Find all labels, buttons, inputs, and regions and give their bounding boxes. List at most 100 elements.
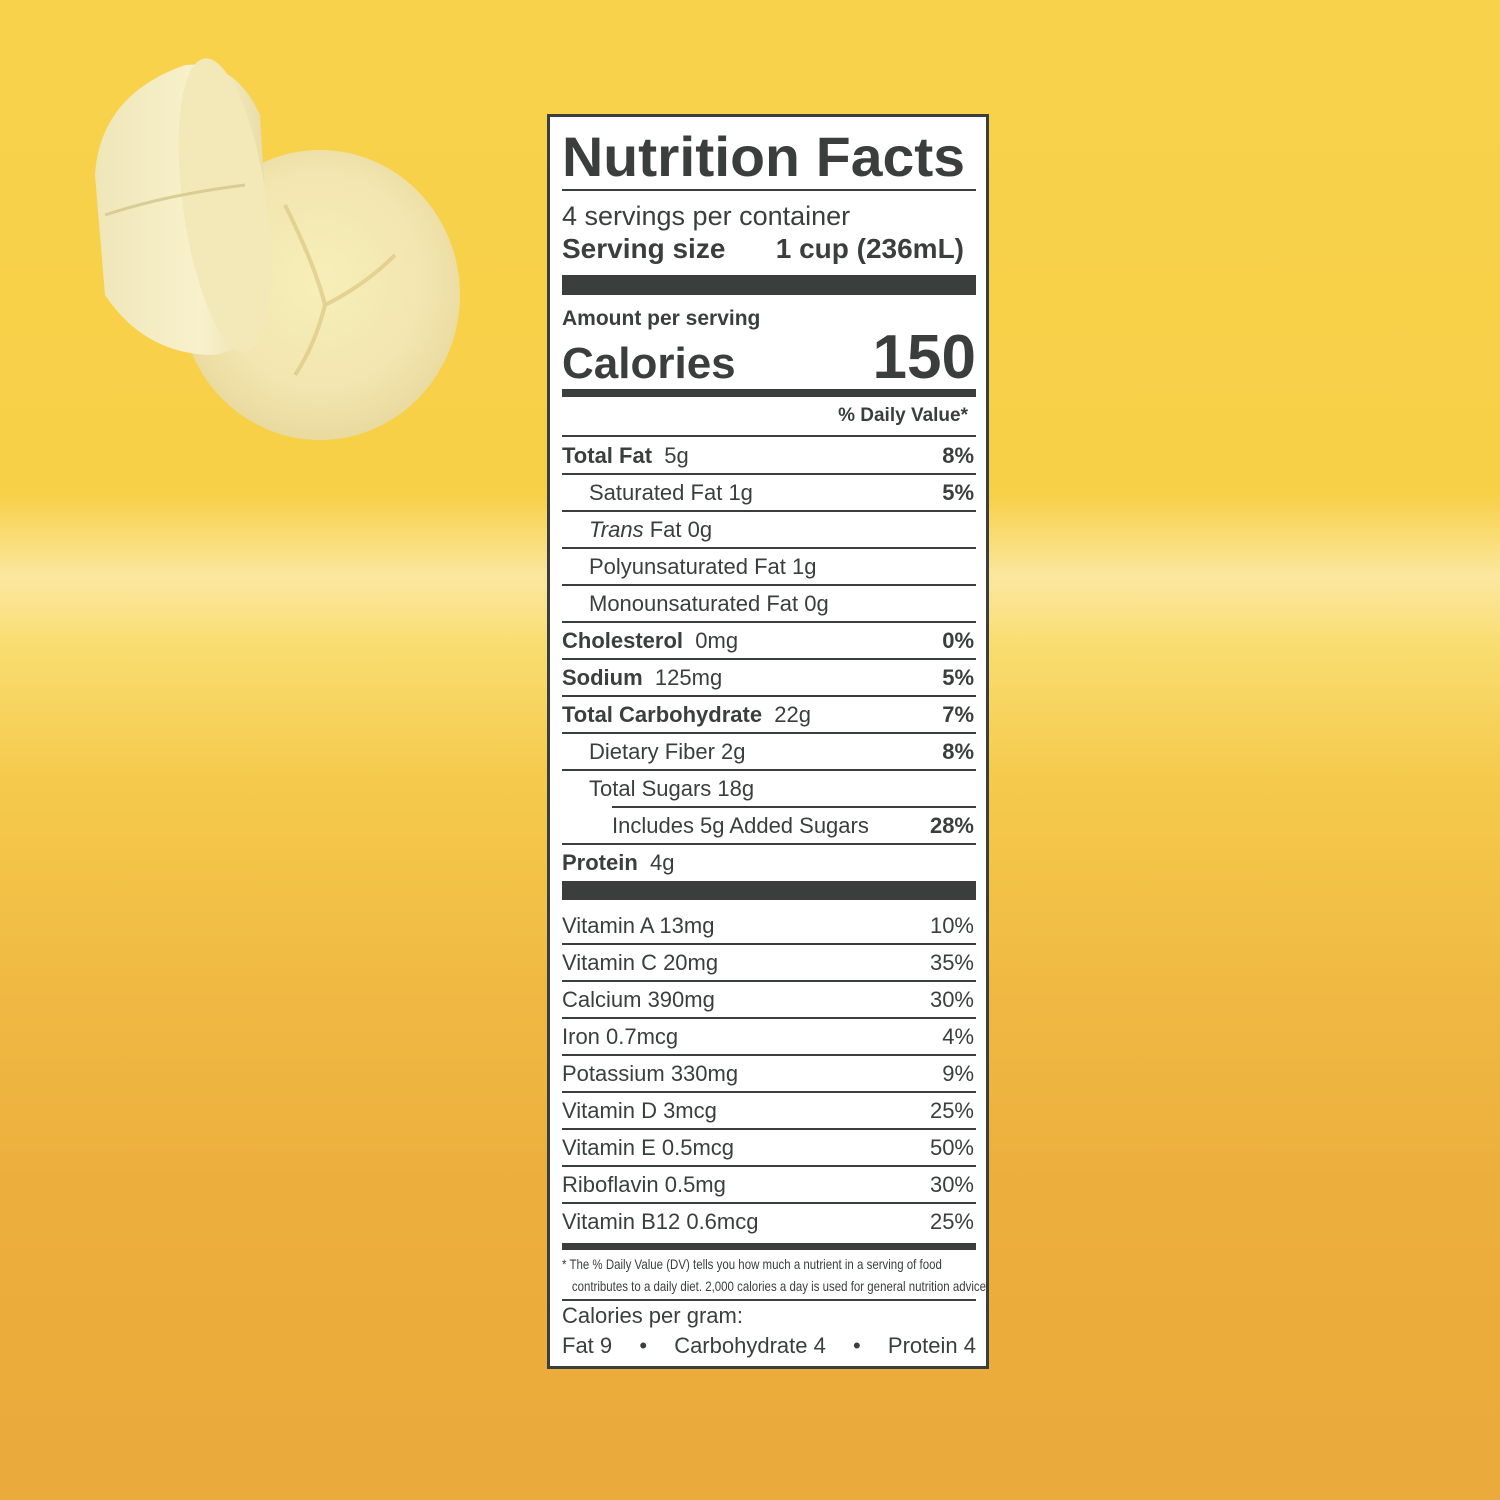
nutrient-name: Includes 5g Added Sugars bbox=[612, 812, 869, 838]
nutrient-amount: 18g bbox=[717, 775, 755, 801]
nutrient-name: Total Fat bbox=[562, 442, 653, 468]
nutrient-daily-value: 28% bbox=[929, 812, 974, 838]
medium-divider bbox=[562, 1243, 976, 1250]
nutrient-label: Sodium 125mg bbox=[562, 665, 722, 691]
nutrient-amount: 1g bbox=[728, 479, 753, 505]
divider bbox=[562, 473, 976, 475]
vitamin-row: Riboflavin 0.5mg 30% bbox=[562, 1166, 976, 1203]
nutrient-label: Total Carbohydrate 22g bbox=[562, 702, 811, 728]
carb-per-gram: Carbohydrate 4 bbox=[674, 1333, 826, 1358]
calories-row: Calories 150 bbox=[562, 327, 976, 389]
divider bbox=[562, 732, 976, 734]
vitamin-daily-value: 35% bbox=[929, 949, 974, 975]
nutrient-row: Dietary Fiber 2g 8% bbox=[562, 733, 976, 770]
divider bbox=[562, 510, 976, 512]
nutrient-label: Saturated Fat 1g bbox=[562, 480, 753, 506]
vitamin-name: Vitamin B12 0.6mcg bbox=[562, 1208, 759, 1234]
nutrient-row: Total Fat 5g 8% bbox=[562, 437, 976, 474]
divider bbox=[562, 1202, 976, 1204]
protein-per-gram: Protein 4 bbox=[887, 1333, 976, 1358]
divider bbox=[562, 943, 976, 945]
divider bbox=[562, 1054, 976, 1056]
nutrient-label: Total Fat 5g bbox=[562, 443, 689, 469]
nutrient-amount: 22g bbox=[774, 701, 812, 727]
divider bbox=[562, 584, 976, 586]
vitamin-name: Iron 0.7mcg bbox=[562, 1023, 679, 1049]
vitamin-row: Vitamin E 0.5mcg 50% bbox=[562, 1129, 976, 1166]
nutrient-name: Trans bbox=[589, 516, 644, 542]
nutrient-row: Total Carbohydrate 22g 7% bbox=[562, 696, 976, 733]
divider bbox=[562, 843, 976, 845]
nutrient-amount: 0mg bbox=[695, 627, 739, 653]
vitamin-row: Calcium 390mg 30% bbox=[562, 981, 976, 1018]
divider bbox=[562, 1165, 976, 1167]
nutrient-row: Protein 4g bbox=[562, 844, 976, 881]
vitamin-daily-value: 4% bbox=[942, 1023, 974, 1049]
servings-per-container: 4 servings per container bbox=[562, 201, 851, 231]
divider bbox=[562, 1299, 976, 1301]
daily-value-header: % Daily Value* bbox=[838, 405, 968, 426]
nutrient-row: Sodium 125mg 5% bbox=[562, 659, 976, 696]
nutrient-name: Monounsaturated Fat bbox=[589, 590, 799, 616]
vitamin-name: Calcium 390mg bbox=[562, 986, 715, 1012]
nutrient-label: Trans Fat 0g bbox=[562, 517, 712, 543]
vitamin-name: Potassium 330mg bbox=[562, 1060, 739, 1086]
nutrient-name: Sodium bbox=[562, 664, 643, 690]
vitamin-name: Vitamin A 13mg bbox=[562, 912, 715, 938]
vitamin-name: Vitamin D 3mcg bbox=[562, 1097, 717, 1123]
label-title: Nutrition Facts bbox=[562, 125, 966, 188]
nutrient-name: Saturated Fat bbox=[589, 479, 723, 505]
vitamin-name: Riboflavin 0.5mg bbox=[562, 1171, 726, 1197]
separator-dot: • bbox=[853, 1333, 861, 1358]
divider bbox=[612, 806, 976, 808]
calories-per-gram-values: Fat 9 • Carbohydrate 4 • Protein 4 bbox=[562, 1333, 976, 1359]
vitamin-row: Vitamin C 20mg 35% bbox=[562, 944, 976, 981]
vitamin-row: Vitamin A 13mg 10% bbox=[562, 907, 976, 944]
nutrient-label: Includes 5g Added Sugars bbox=[562, 813, 869, 839]
amount-per-serving: Amount per serving bbox=[562, 307, 761, 330]
nutrient-row: Total Sugars 18g bbox=[562, 770, 976, 807]
nutrient-label: Protein 4g bbox=[562, 850, 675, 876]
vitamin-row: Iron 0.7mcg 4% bbox=[562, 1018, 976, 1055]
divider bbox=[562, 980, 976, 982]
nutrient-name-suffix: Fat bbox=[649, 516, 682, 542]
nutrient-daily-value: 0% bbox=[942, 627, 974, 653]
nutrient-amount: 125mg bbox=[654, 664, 723, 690]
nutrient-daily-value: 8% bbox=[942, 738, 974, 764]
nutrient-name: Polyunsaturated Fat bbox=[589, 553, 786, 579]
nutrient-label: Cholesterol 0mg bbox=[562, 628, 738, 654]
nutrient-label: Monounsaturated Fat 0g bbox=[562, 591, 829, 617]
vitamin-daily-value: 10% bbox=[929, 912, 974, 938]
divider bbox=[562, 189, 976, 191]
nutrient-label: Total Sugars 18g bbox=[562, 776, 754, 802]
nutrient-label: Polyunsaturated Fat 1g bbox=[562, 554, 817, 580]
divider bbox=[562, 547, 976, 549]
nutrient-row: Cholesterol 0mg 0% bbox=[562, 622, 976, 659]
nutrient-amount: 5g bbox=[664, 442, 689, 468]
vitamin-daily-value: 9% bbox=[942, 1060, 974, 1086]
nutrient-row: Includes 5g Added Sugars 28% bbox=[562, 807, 976, 844]
divider bbox=[562, 695, 976, 697]
nutrient-name: Dietary Fiber bbox=[589, 738, 715, 764]
vitamin-row: Potassium 330mg 9% bbox=[562, 1055, 976, 1092]
nutrient-row: Monounsaturated Fat 0g bbox=[562, 585, 976, 622]
divider bbox=[562, 621, 976, 623]
nutrient-row: Saturated Fat 1g 5% bbox=[562, 474, 976, 511]
vitamin-name: Vitamin C 20mg bbox=[562, 949, 719, 975]
divider bbox=[562, 1091, 976, 1093]
nutrient-amount: 0g bbox=[687, 516, 713, 542]
vitamin-daily-value: 50% bbox=[929, 1134, 974, 1160]
divider bbox=[562, 1017, 976, 1019]
thick-divider bbox=[562, 275, 976, 295]
nutrient-name: Total Sugars bbox=[589, 775, 712, 801]
serving-size-value: 1 cup (236mL) bbox=[775, 233, 964, 264]
nutrient-row: Trans Fat 0g bbox=[562, 511, 976, 548]
nutrient-row: Polyunsaturated Fat 1g bbox=[562, 548, 976, 585]
serving-size-label: Serving size bbox=[562, 233, 726, 264]
vitamin-name: Vitamin E 0.5mcg bbox=[562, 1134, 735, 1160]
nutrient-name: Total Carbohydrate bbox=[562, 701, 763, 727]
nutrient-label: Dietary Fiber 2g bbox=[562, 739, 746, 765]
nutrient-daily-value: 5% bbox=[942, 664, 974, 690]
vitamin-daily-value: 25% bbox=[929, 1208, 974, 1234]
thick-divider bbox=[562, 881, 976, 900]
